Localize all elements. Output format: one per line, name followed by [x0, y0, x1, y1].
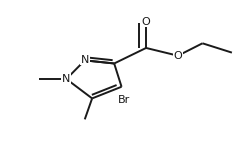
Text: O: O: [142, 17, 151, 27]
Text: Br: Br: [118, 95, 130, 105]
Text: N: N: [62, 74, 71, 84]
Text: O: O: [174, 51, 182, 61]
Text: N: N: [81, 55, 89, 65]
